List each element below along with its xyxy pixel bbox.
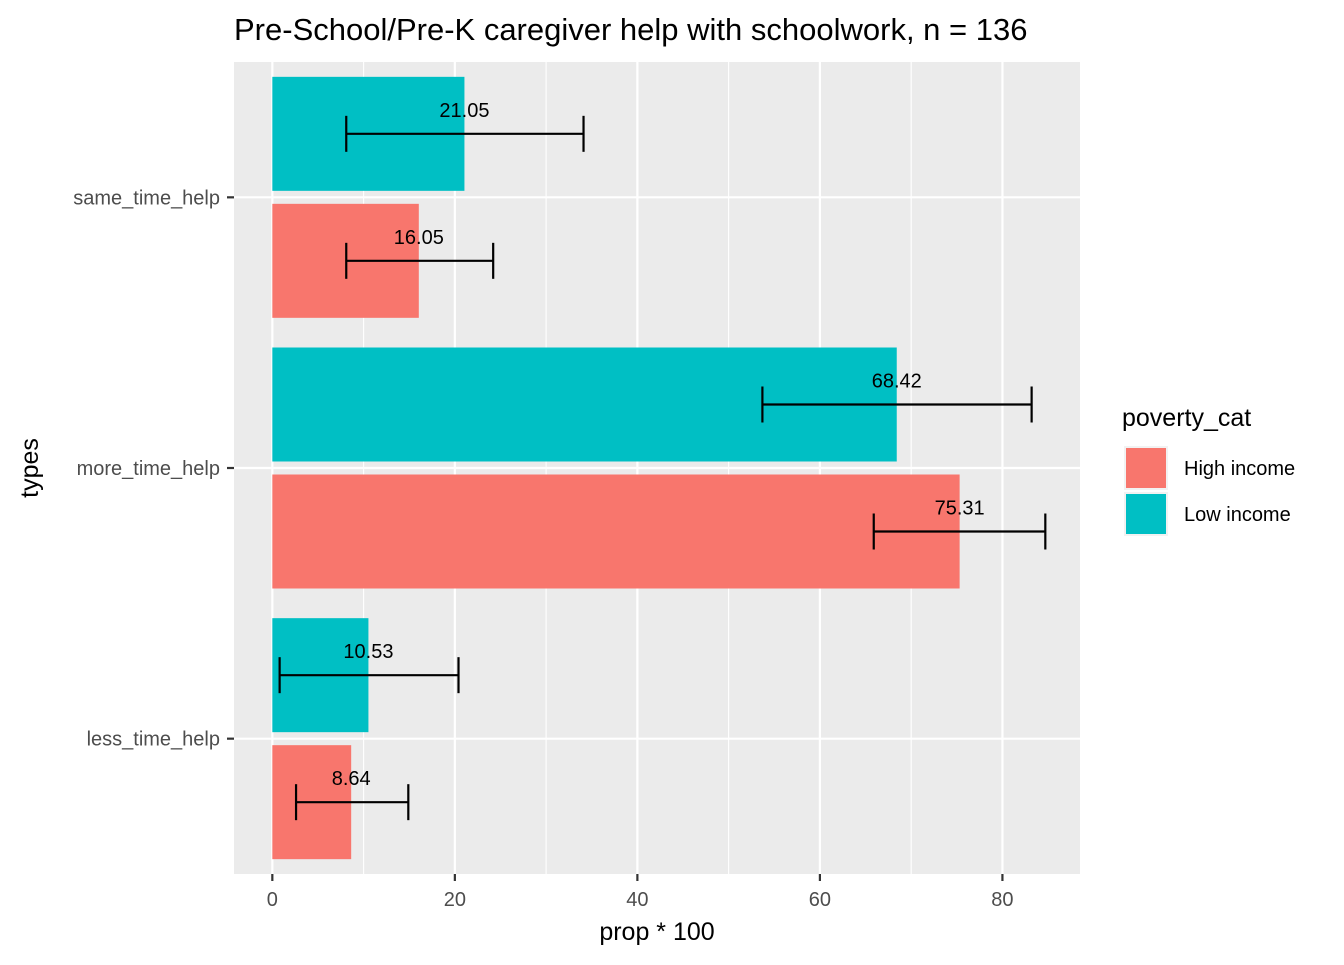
- data-label: 75.31: [935, 498, 985, 520]
- legend-label: Low income: [1184, 504, 1291, 526]
- data-label: 16.05: [394, 227, 444, 249]
- legend-label: High income: [1184, 458, 1295, 480]
- x-tick-label: 0: [267, 889, 278, 911]
- data-label: 21.05: [439, 100, 489, 122]
- x-tick-label: 60: [809, 889, 831, 911]
- data-label: 10.53: [343, 641, 393, 663]
- x-tick-label: 40: [626, 889, 648, 911]
- y-tick-label: less_time_help: [87, 729, 220, 751]
- error-bars-layer: [278, 115, 1047, 821]
- legend-title: poverty_cat: [1122, 404, 1251, 432]
- chart-title: Pre-School/Pre-K caregiver help with sch…: [234, 12, 1027, 47]
- legend: poverty_cat High income Low income: [1122, 404, 1295, 536]
- y-axis-title: types: [16, 438, 44, 498]
- legend-keys: High income Low income: [1124, 446, 1295, 536]
- data-label: 68.42: [872, 371, 922, 393]
- data-labels-layer: 21.05 16.05 68.42 75.31 10.53 8.64: [332, 100, 985, 790]
- axes-layer: same_time_help more_time_help less_time_he…: [73, 187, 1013, 911]
- legend-swatch: [1126, 448, 1166, 488]
- x-tick-label: 80: [991, 889, 1013, 911]
- data-label: 8.64: [332, 768, 371, 790]
- y-tick-label: more_time_help: [77, 458, 220, 480]
- x-axis-title: prop * 100: [599, 918, 714, 946]
- x-tick-label: 20: [444, 889, 466, 911]
- y-tick-label: same_time_help: [73, 187, 220, 209]
- bar-more_time_help-high-income: [272, 474, 960, 589]
- legend-swatch: [1126, 494, 1166, 534]
- grid-layer: [234, 62, 1080, 874]
